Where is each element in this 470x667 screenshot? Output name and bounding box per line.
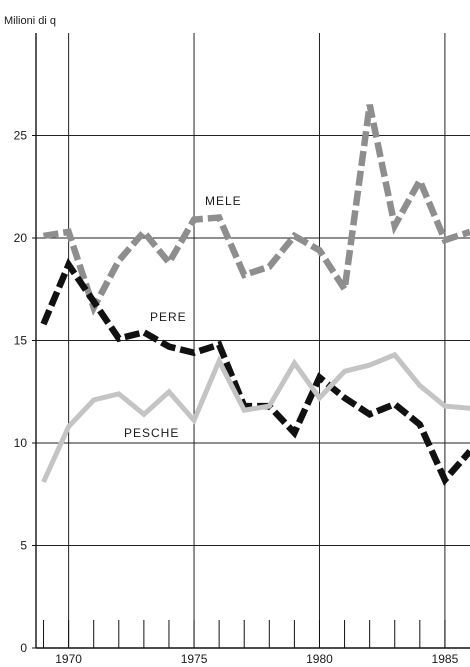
- series-line-pesche: [41, 351, 470, 484]
- x-tick-label-1975: 1975: [181, 652, 208, 666]
- series-label-pere: PERE: [150, 310, 187, 324]
- series-line-mele: [42, 104, 470, 316]
- axes-layer: [32, 33, 470, 649]
- y-tick-label-0: 0: [20, 641, 27, 655]
- series-label-mele: MELE: [205, 194, 242, 208]
- y-tick-label-5: 5: [20, 539, 27, 553]
- y-tick-label-15: 15: [14, 334, 28, 348]
- x-tick-label-1985: 1985: [432, 652, 459, 666]
- y-tick-label-25: 25: [14, 129, 28, 143]
- series-layer: [40, 104, 470, 486]
- series-labels-layer: MELE PERE PESCHE: [124, 194, 242, 440]
- y-tick-label-20: 20: [14, 231, 28, 245]
- tick-labels-layer: 0 5 10 15 20 25 1970 1975 1980 1985: [14, 129, 459, 667]
- y-tick-label-10: 10: [14, 436, 28, 450]
- x-tick-label-1970: 1970: [55, 652, 82, 666]
- series-label-pesche: PESCHE: [124, 426, 179, 440]
- series-line-pere: [40, 257, 470, 486]
- x-tick-label-1980: 1980: [306, 652, 333, 666]
- grid-layer: [36, 33, 470, 648]
- y-axis-unit-label: Milioni di q: [4, 15, 56, 27]
